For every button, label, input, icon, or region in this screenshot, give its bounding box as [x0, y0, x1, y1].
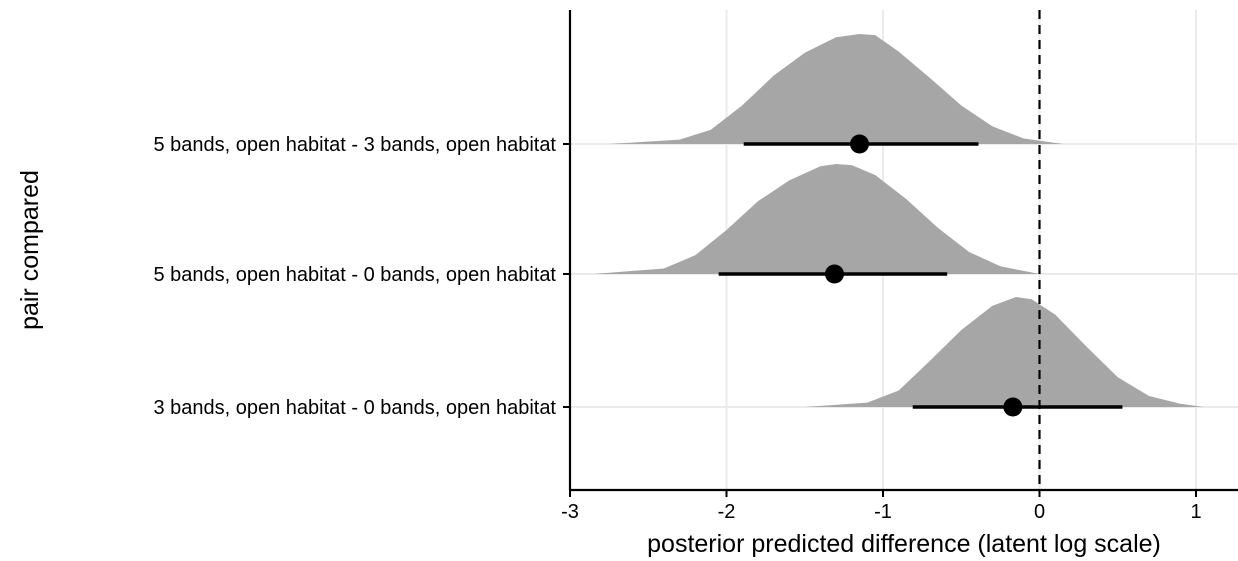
- x-tick-label: -2: [718, 501, 736, 523]
- y-tick-label: 5 bands, open habitat - 3 bands, open ha…: [153, 134, 556, 156]
- x-tick-label: -1: [874, 501, 892, 523]
- x-axis-ticks: -3 -2 -1 0 1: [561, 490, 1202, 523]
- density-shape: [593, 164, 1040, 274]
- x-tick-label: -3: [561, 501, 579, 523]
- x-axis-title: posterior predicted difference (latent l…: [647, 530, 1161, 558]
- interval-layer: [718, 134, 1123, 417]
- y-tick-label: 5 bands, open habitat - 0 bands, open ha…: [153, 264, 556, 286]
- y-tick-label: 3 bands, open habitat - 0 bands, open ha…: [153, 397, 556, 419]
- point-estimate: [824, 264, 844, 284]
- density-shape: [609, 34, 1063, 144]
- point-estimate: [850, 134, 870, 154]
- x-tick-label: 0: [1034, 501, 1045, 523]
- density-layer: [593, 34, 1204, 407]
- point-estimate: [1003, 397, 1023, 417]
- density-shape: [804, 297, 1204, 407]
- y-axis-title: pair compared: [16, 170, 44, 330]
- x-tick-label: 1: [1190, 501, 1201, 523]
- y-axis-ticks: 5 bands, open habitat - 3 bands, open ha…: [153, 134, 570, 419]
